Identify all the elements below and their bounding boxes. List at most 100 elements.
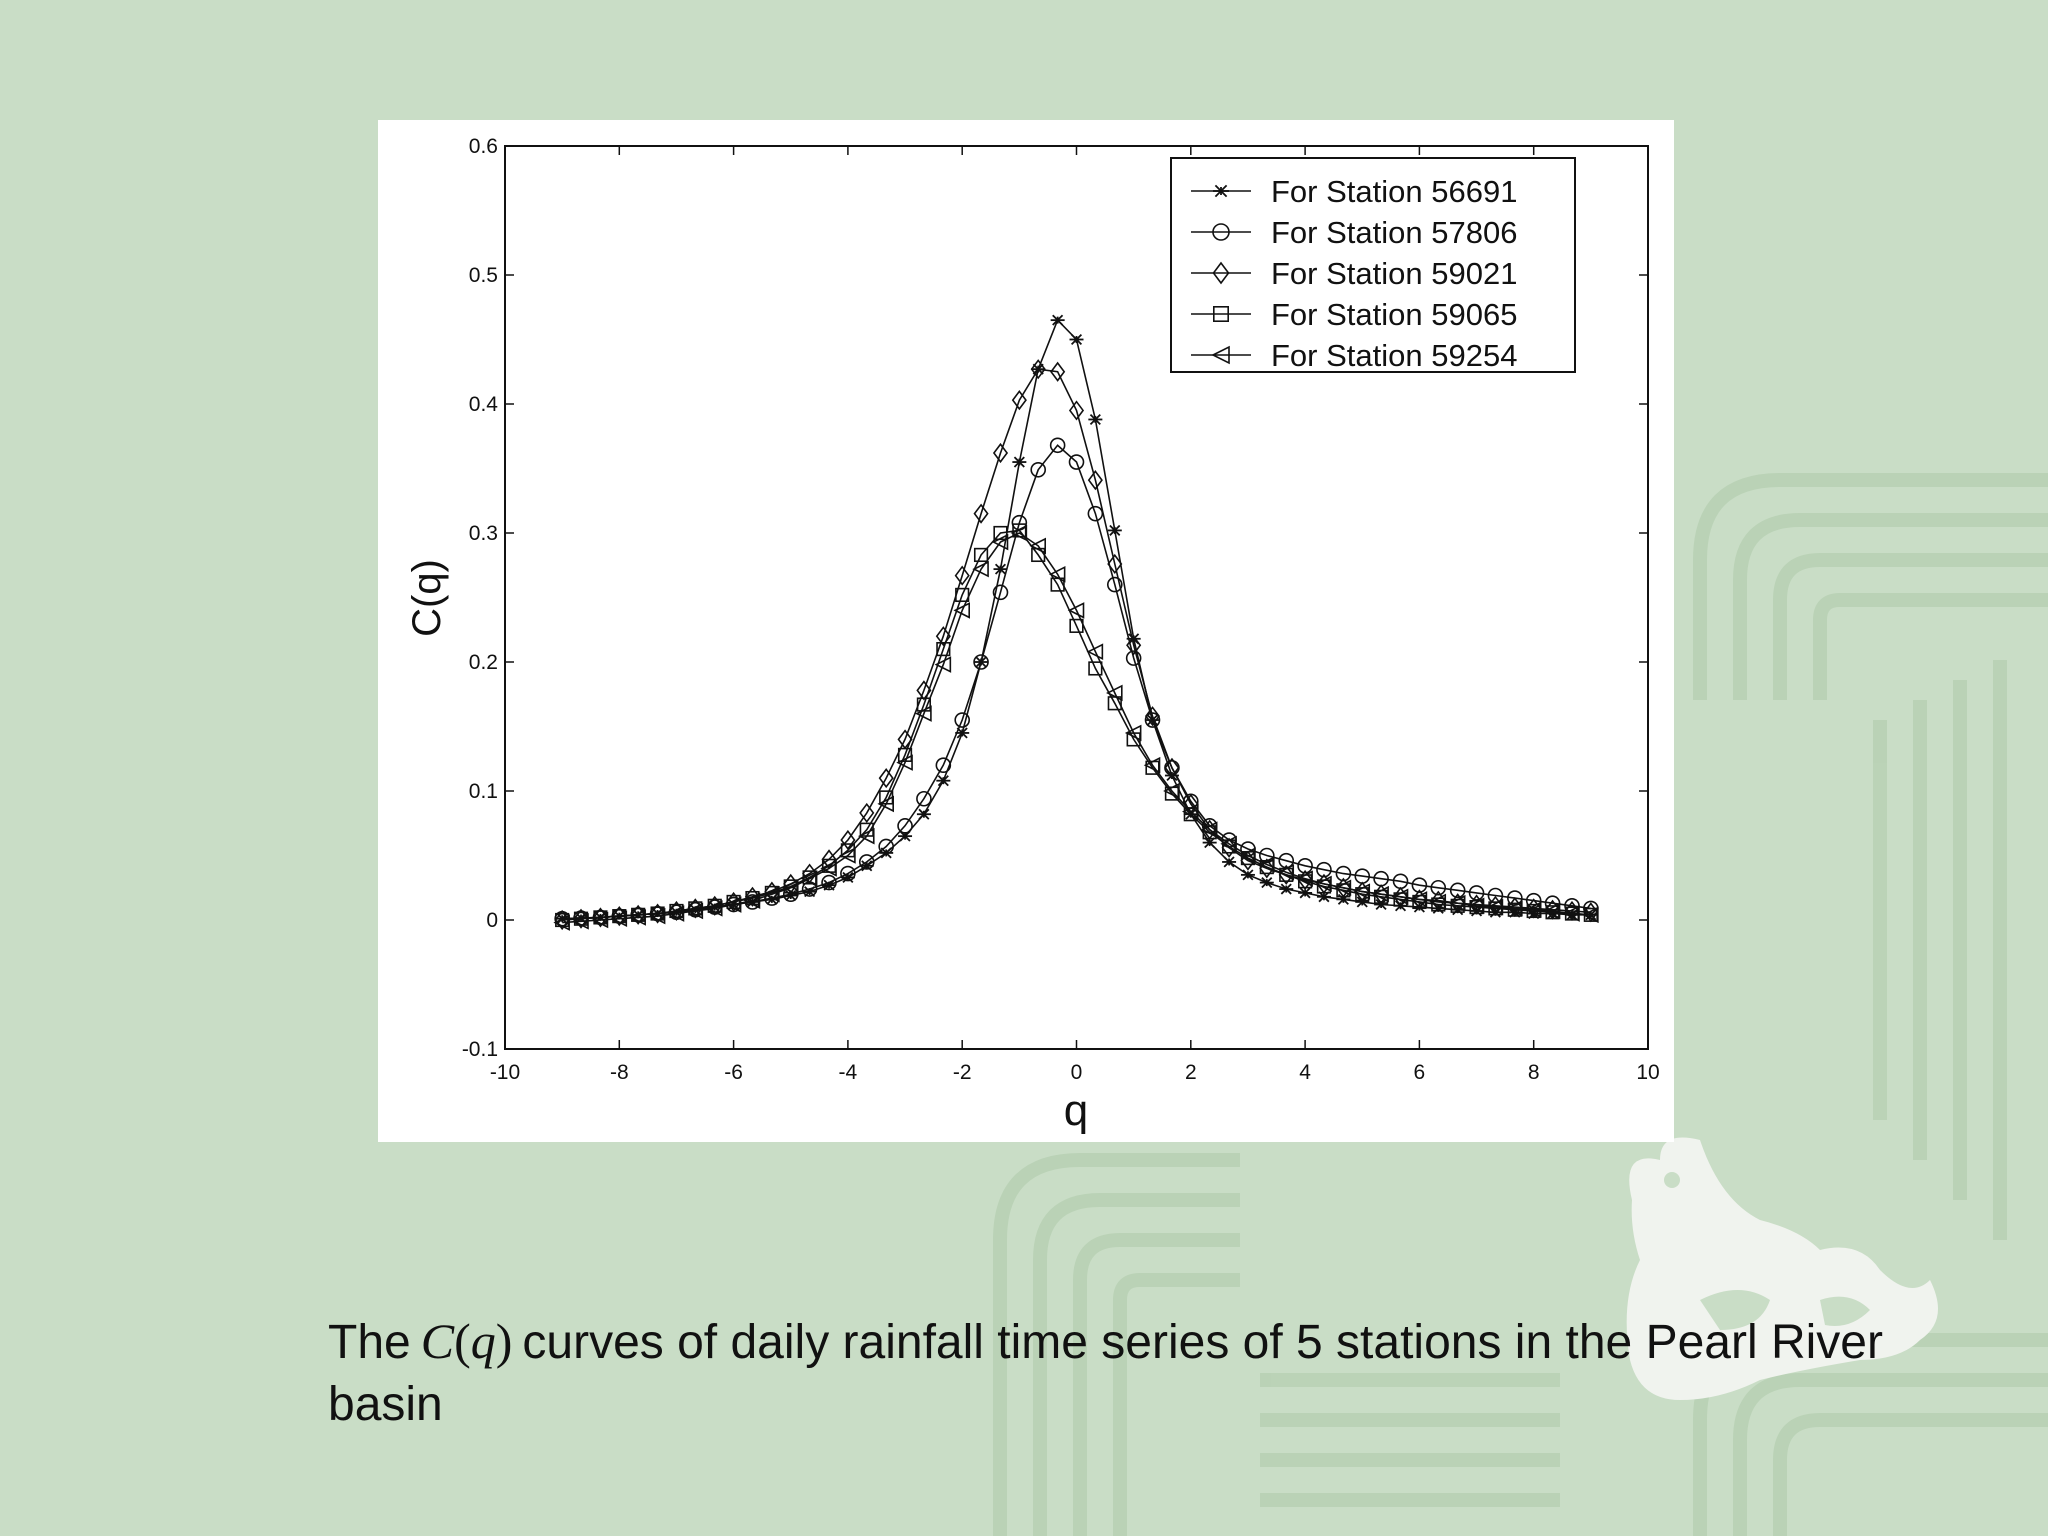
data-point bbox=[1258, 856, 1275, 873]
data-point bbox=[1222, 856, 1237, 868]
x-tick-label: -4 bbox=[839, 1061, 858, 1084]
data-point bbox=[724, 896, 742, 913]
data-point bbox=[1391, 888, 1409, 906]
caption-math: C(q) bbox=[421, 1313, 513, 1369]
legend-item: For Station 59254 bbox=[1191, 338, 1517, 373]
data-point bbox=[1086, 643, 1104, 660]
x-tick-label: -8 bbox=[610, 1061, 629, 1084]
data-point bbox=[935, 626, 951, 647]
y-tick-label: 0.5 bbox=[469, 264, 498, 287]
data-point bbox=[781, 879, 799, 897]
data-point bbox=[1279, 883, 1294, 895]
data-point bbox=[1088, 413, 1103, 426]
data-point bbox=[1106, 576, 1123, 593]
data-point bbox=[667, 905, 685, 922]
data-point bbox=[1259, 847, 1275, 864]
data-point bbox=[1200, 821, 1218, 838]
data-point bbox=[1429, 893, 1447, 911]
axis-ticks bbox=[504, 145, 1649, 1050]
data-point bbox=[1563, 905, 1580, 922]
data-point bbox=[821, 874, 837, 891]
data-point bbox=[916, 790, 932, 807]
data-point bbox=[1410, 891, 1428, 908]
x-tick-label: 4 bbox=[1299, 1061, 1311, 1084]
x-tick-label: 2 bbox=[1185, 1061, 1197, 1084]
data-point bbox=[1278, 852, 1295, 869]
dragon-ornament bbox=[1626, 1137, 1938, 1400]
data-point bbox=[1211, 345, 1230, 365]
legend-label: For Station 59065 bbox=[1271, 297, 1517, 332]
data-point bbox=[744, 886, 761, 907]
data-point bbox=[877, 795, 894, 813]
x-axis-label: q bbox=[1064, 1086, 1088, 1135]
legend-label: For Station 59254 bbox=[1271, 338, 1517, 373]
data-point bbox=[591, 911, 609, 929]
chart-figure: -10 -8 -6 -4 -2 0 2 4 6 8 10 -0.1 0 0.1 0.2 0.3 0.4 0.5 0… bbox=[405, 135, 1660, 1135]
data-point bbox=[1278, 864, 1294, 885]
data-point bbox=[1316, 861, 1332, 878]
data-point bbox=[1524, 901, 1542, 918]
data-point bbox=[916, 680, 932, 701]
data-point bbox=[705, 900, 723, 917]
data-point bbox=[972, 560, 989, 578]
data-point bbox=[1220, 835, 1237, 853]
data-point bbox=[1315, 875, 1332, 893]
data-point bbox=[973, 503, 989, 524]
x-tick-label: -10 bbox=[490, 1061, 520, 1084]
slide-caption: The C(q) curves of daily rainfall time ser… bbox=[328, 1310, 1928, 1436]
data-point bbox=[1486, 898, 1504, 916]
legend-label: For Station 59021 bbox=[1271, 256, 1517, 291]
series-triangle-left bbox=[553, 524, 1599, 931]
data-point bbox=[610, 910, 628, 928]
data-point bbox=[936, 775, 951, 787]
data-point bbox=[1087, 470, 1103, 491]
data-point bbox=[1335, 865, 1352, 882]
data-point bbox=[1277, 863, 1295, 881]
legend-item: For Station 59021 bbox=[1191, 256, 1517, 291]
data-point bbox=[1050, 314, 1065, 326]
data-point bbox=[915, 705, 932, 722]
data-point bbox=[859, 802, 875, 824]
y-tick-label: 0.1 bbox=[469, 780, 498, 803]
data-point bbox=[1296, 870, 1313, 888]
data-point bbox=[572, 912, 589, 930]
data-point bbox=[1298, 887, 1313, 899]
data-point bbox=[973, 547, 989, 563]
data-point bbox=[992, 442, 1009, 464]
data-point bbox=[1430, 879, 1447, 896]
data-point bbox=[1468, 885, 1485, 901]
data-point bbox=[1239, 847, 1256, 864]
data-point bbox=[1334, 879, 1352, 897]
y-tick-labels: -0.1 0 0.1 0.2 0.3 0.4 0.5 0.6 bbox=[462, 135, 498, 1061]
data-point bbox=[1106, 684, 1123, 702]
data-point bbox=[1164, 757, 1180, 778]
data-point bbox=[857, 827, 875, 845]
chart-panel: -10 -8 -6 -4 -2 0 2 4 6 8 10 -0.1 0 0.1 0.2 0.3 0.4 0.5 0… bbox=[378, 120, 1674, 1142]
data-point bbox=[1297, 858, 1313, 874]
data-point bbox=[629, 909, 646, 926]
data-point bbox=[1353, 883, 1371, 900]
data-point bbox=[1029, 537, 1047, 555]
legend-item: For Station 56691 bbox=[1191, 174, 1517, 209]
data-point bbox=[1030, 359, 1046, 380]
data-point bbox=[686, 902, 704, 920]
y-axis-label: C(q) bbox=[405, 559, 449, 637]
caption-math-q: q bbox=[470, 1313, 496, 1369]
data-point bbox=[1240, 869, 1255, 881]
caption-prefix: The bbox=[328, 1316, 411, 1369]
y-tick-label: 0 bbox=[486, 909, 498, 932]
data-point bbox=[800, 870, 818, 888]
data-point bbox=[897, 818, 913, 834]
series-layer bbox=[553, 314, 1599, 931]
data-point bbox=[896, 754, 913, 771]
data-point bbox=[1182, 803, 1199, 820]
data-point bbox=[936, 641, 951, 657]
data-point bbox=[1069, 333, 1084, 346]
data-point bbox=[953, 602, 971, 619]
data-point bbox=[820, 860, 837, 877]
legend: For Station 56691 For Station 57806 For St… bbox=[1170, 157, 1576, 373]
data-point bbox=[1125, 650, 1142, 666]
data-point bbox=[840, 829, 856, 851]
y-tick-label: 0.4 bbox=[469, 393, 499, 416]
data-point bbox=[916, 808, 931, 820]
